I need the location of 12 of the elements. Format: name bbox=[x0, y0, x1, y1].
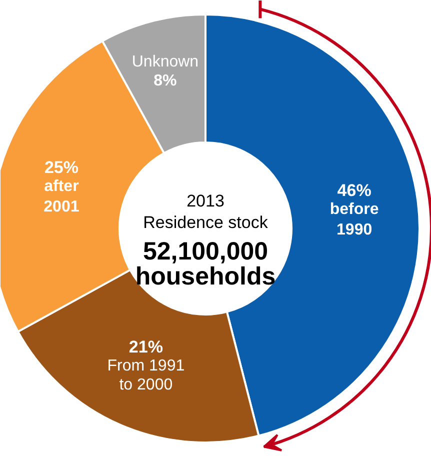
data-label: 8% bbox=[154, 72, 177, 90]
data-label: 25% bbox=[44, 158, 78, 178]
slice-label: before 1990 bbox=[330, 201, 379, 239]
text: 2013 bbox=[186, 192, 224, 210]
text: households bbox=[135, 262, 276, 290]
slice-label: From 1991 to 2000 bbox=[107, 358, 185, 394]
data-label: 46% bbox=[337, 181, 372, 200]
slice-label: Unknown bbox=[132, 54, 199, 71]
text: Residence stock bbox=[143, 213, 268, 232]
data-label: 21% bbox=[128, 338, 163, 357]
text: 52,100,000 bbox=[142, 238, 268, 266]
slice-label: after 2001 bbox=[44, 178, 80, 216]
